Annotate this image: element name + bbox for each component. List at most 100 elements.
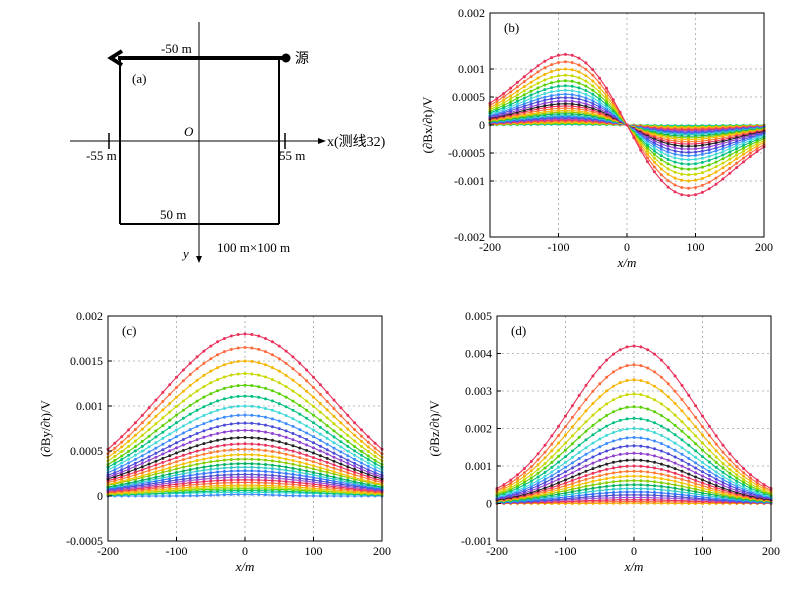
- data-point: [360, 475, 363, 479]
- data-point: [120, 445, 124, 449]
- data-point: [509, 105, 513, 109]
- data-point: [564, 478, 567, 482]
- data-point: [250, 457, 254, 461]
- data-point: [563, 67, 567, 71]
- data-point: [509, 483, 513, 487]
- data-point: [557, 488, 561, 492]
- data-point: [257, 373, 261, 377]
- data-point: [509, 97, 513, 101]
- data-point: [742, 474, 746, 478]
- data-point: [318, 432, 322, 436]
- data-point: [373, 477, 377, 481]
- data-point: [284, 480, 288, 484]
- data-point: [612, 491, 615, 494]
- data-point: [694, 142, 697, 146]
- data-point: [632, 464, 636, 468]
- data-point: [147, 465, 151, 469]
- data-point: [707, 454, 711, 458]
- data-point: [120, 454, 124, 458]
- data-point: [154, 470, 158, 474]
- data-point: [694, 494, 698, 498]
- data-point: [284, 447, 288, 451]
- data-point: [175, 478, 178, 482]
- data-point: [673, 455, 677, 459]
- data-point: [564, 486, 567, 490]
- data-point: [543, 104, 547, 108]
- data-point: [646, 407, 650, 411]
- data-point: [127, 457, 131, 461]
- data-point: [529, 89, 533, 93]
- data-point: [133, 480, 137, 484]
- data-point: [557, 93, 560, 97]
- data-point: [298, 460, 302, 464]
- data-point: [653, 460, 656, 464]
- data-point: [298, 468, 302, 472]
- data-point: [298, 464, 302, 468]
- data-point: [515, 80, 519, 84]
- data-point: [673, 492, 677, 496]
- data-point: [516, 476, 519, 480]
- data-point: [522, 85, 526, 89]
- data-point: [612, 370, 615, 374]
- data-point: [195, 389, 199, 393]
- data-point: [147, 458, 151, 462]
- data-point: [543, 78, 547, 82]
- data-point: [257, 436, 261, 440]
- data-point: [305, 399, 309, 403]
- data-point: [175, 435, 178, 439]
- data-point: [700, 156, 704, 160]
- data-point: [680, 172, 684, 176]
- data-point: [298, 481, 302, 485]
- data-point: [577, 472, 581, 476]
- data-point: [291, 367, 295, 371]
- data-point: [353, 445, 357, 448]
- data-point: [509, 86, 513, 90]
- data-point: [666, 366, 670, 369]
- data-point: [646, 366, 650, 370]
- data-point: [222, 473, 226, 477]
- data-point: [318, 469, 322, 473]
- data-point: [605, 442, 609, 445]
- data-point: [305, 458, 309, 462]
- data-point: [666, 458, 670, 462]
- data-point: [202, 457, 206, 461]
- data-point: [168, 402, 172, 405]
- data-point: [305, 474, 309, 478]
- data-point: [735, 479, 739, 483]
- data-point: [577, 476, 581, 480]
- data-point: [584, 493, 588, 497]
- data-point: [168, 474, 172, 478]
- data-point: [632, 493, 636, 497]
- data-point: [652, 160, 656, 164]
- data-point: [140, 413, 144, 417]
- x-axis-arrow-icon: [318, 138, 326, 144]
- data-point: [154, 422, 158, 426]
- data-point: [127, 434, 131, 438]
- data-point: [659, 145, 663, 148]
- data-point: [653, 431, 656, 434]
- data-point: [755, 144, 759, 148]
- data-point: [536, 467, 540, 471]
- data-point: [495, 102, 499, 106]
- data-point: [127, 481, 131, 485]
- data-point: [625, 469, 629, 473]
- data-point: [529, 487, 533, 490]
- data-point: [714, 477, 718, 481]
- data-point: [168, 410, 172, 414]
- data-point: [652, 165, 656, 169]
- data-point: [701, 433, 704, 437]
- data-point: [728, 467, 732, 471]
- data-point: [666, 162, 670, 166]
- data-point: [584, 102, 588, 106]
- data-point: [625, 487, 629, 491]
- data-point: [181, 368, 185, 372]
- data-point: [618, 483, 622, 487]
- data-point: [728, 486, 732, 490]
- data-point: [612, 454, 615, 458]
- data-point: [577, 479, 581, 483]
- data-point: [701, 460, 704, 464]
- data-point: [721, 462, 725, 465]
- data-point: [618, 407, 622, 411]
- data-point: [714, 160, 718, 164]
- data-point: [270, 479, 274, 483]
